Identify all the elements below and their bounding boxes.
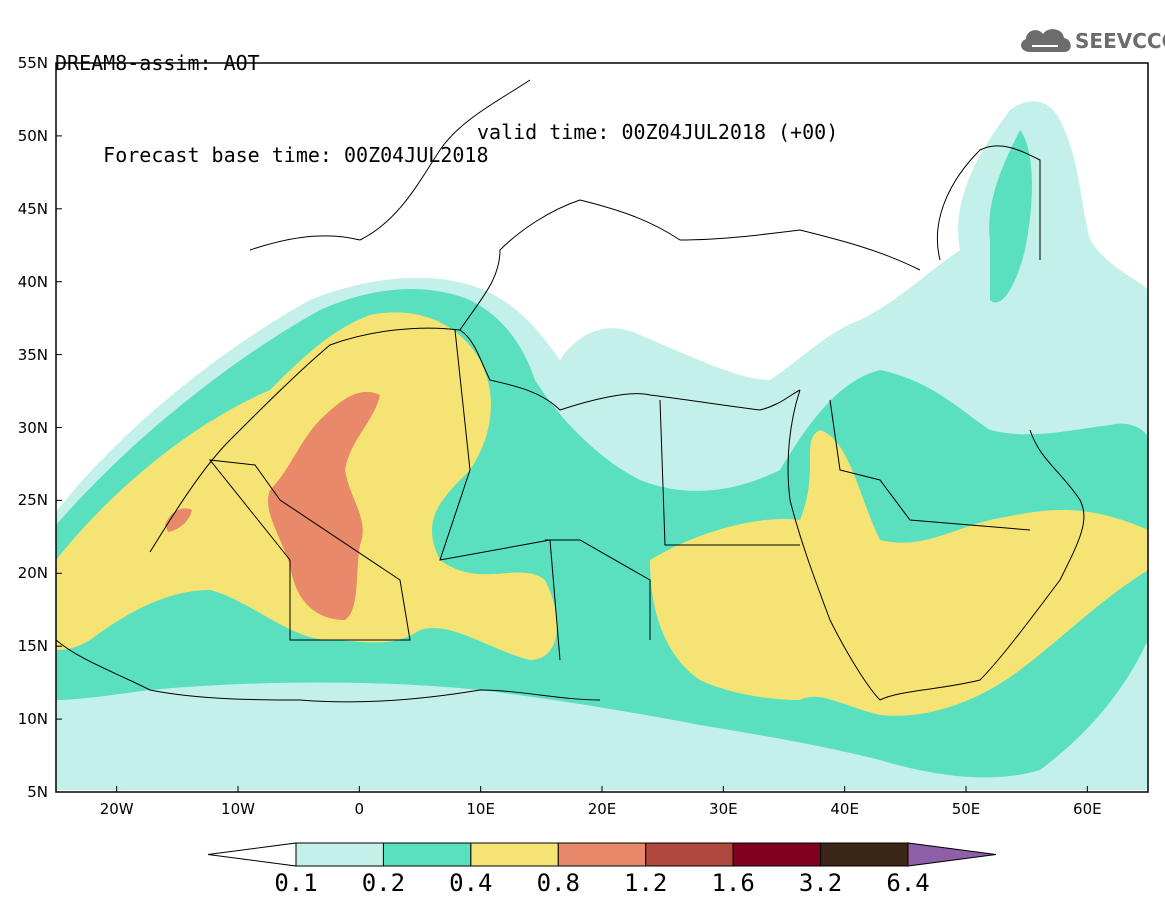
colorbar-label: 3.2: [798, 869, 843, 897]
colorbar-low-arrow: [207, 842, 297, 867]
aot-contour-0.4-east: [650, 430, 1148, 716]
longitude-label: 30E: [709, 800, 738, 818]
colorbar-swatch: [470, 842, 559, 867]
longitude-label: 10E: [466, 800, 495, 818]
longitude-label: 20E: [587, 800, 617, 818]
aot-contour-0.2-caspian: [989, 130, 1032, 303]
longitude-label: 0: [354, 800, 365, 818]
longitude-label: 60E: [1073, 800, 1102, 818]
colorbar-swatch: [820, 842, 909, 867]
latitude-label: 35N: [17, 345, 48, 364]
latitude-label: 40N: [17, 272, 48, 291]
colorbar-swatch: [645, 842, 734, 867]
latitude-label: 55N: [17, 54, 48, 72]
aot-field: [56, 101, 1148, 791]
latitude-label: 25N: [17, 491, 48, 510]
colorbar-label: 6.4: [886, 869, 930, 897]
latitude-label: 5N: [27, 783, 48, 801]
colorbar-label: 0.2: [361, 869, 406, 897]
colorbar-high-arrow: [907, 842, 997, 867]
colorbar-label: 0.1: [274, 869, 318, 897]
latitude-label: 15N: [17, 637, 48, 656]
latitude-label: 50N: [17, 126, 48, 145]
map-header: DREAM8-assim: AOT Forecast base time: 00…: [55, 6, 838, 167]
latitude-label: 45N: [17, 199, 48, 218]
latitude-label: 10N: [17, 710, 48, 729]
latitude-label: 20N: [17, 564, 48, 583]
longitude-label: 40E: [830, 800, 859, 818]
colorbar-swatch: [382, 842, 472, 867]
seevccc-logo: SEEVCCC: [1018, 22, 1165, 58]
colorbar-swatch: [295, 842, 384, 867]
coastlines: [56, 79, 1085, 703]
logo-text: SEEVCCC: [1075, 29, 1165, 53]
longitude-label: 20W: [99, 800, 134, 818]
colorbar-label: 1.2: [624, 869, 668, 897]
colorbar: [207, 842, 997, 867]
colorbar-label: 0.4: [449, 869, 493, 897]
valid-time: valid time: 00Z04JUL2018 (+00): [477, 120, 839, 144]
colorbar-swatch: [732, 842, 822, 867]
product-title: DREAM8-assim: AOT: [55, 51, 260, 75]
aot-contour-0.8-west: [165, 508, 192, 532]
colorbar-label: 0.8: [536, 869, 580, 897]
colorbar-swatch: [557, 842, 647, 867]
aot-contour-0.8: [268, 391, 380, 620]
colorbar-label: 1.6: [711, 869, 755, 897]
cloud-icon: [1021, 29, 1071, 52]
latitude-label: 30N: [17, 418, 48, 437]
longitude-label: 50E: [951, 800, 981, 818]
forecast-base-time: Forecast base time: 00Z04JUL2018: [103, 143, 489, 167]
longitude-label: 10W: [221, 800, 255, 818]
